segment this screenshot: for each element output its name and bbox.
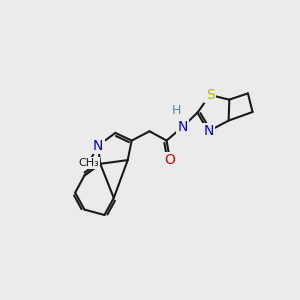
Text: N: N [178,120,188,134]
Text: N: N [93,139,103,153]
Text: S: S [206,88,214,102]
Text: N: N [203,124,214,138]
Text: CH₃: CH₃ [78,158,99,168]
Text: H: H [172,104,181,117]
Text: O: O [165,153,176,167]
